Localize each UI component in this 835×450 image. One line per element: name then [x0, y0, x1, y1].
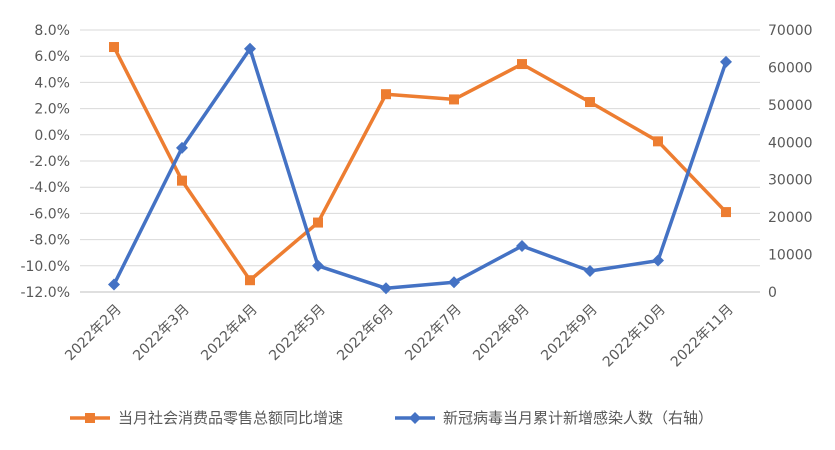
data-point — [448, 276, 460, 289]
left-tick-label: -12.0% — [20, 285, 70, 301]
legend-label: 新冠病毒当月累计新增感染人数（右轴） — [443, 409, 713, 427]
x-tick-label: 2022年3月 — [130, 302, 193, 365]
data-point — [516, 239, 528, 252]
legend: 当月社会消费品零售总额同比增速 新冠病毒当月累计新增感染人数（右轴） — [70, 409, 713, 427]
left-tick-label: -4.0% — [29, 180, 70, 196]
left-tick-label: 0.0% — [34, 128, 70, 144]
data-point — [380, 282, 392, 295]
right-tick-label: 70000 — [768, 23, 813, 39]
legend-marker — [85, 413, 95, 423]
x-tick-label: 2022年4月 — [198, 302, 261, 365]
x-tick-label: 2022年10月 — [600, 302, 669, 371]
data-point — [585, 97, 595, 108]
data-point — [108, 278, 120, 291]
right-tick-label: 20000 — [768, 210, 813, 226]
series-1 — [109, 42, 731, 286]
right-tick-label: 50000 — [768, 98, 813, 114]
right-tick-label: 60000 — [768, 60, 813, 76]
left-tick-label: 2.0% — [34, 102, 70, 118]
data-point — [381, 89, 391, 100]
left-axis-ticks: 8.0% 6.0% 4.0% 2.0% 0.0% -2.0% -4.0% -6.0% -8.0%… — [20, 23, 70, 301]
x-tick-label: 2022年9月 — [538, 302, 601, 365]
data-point — [245, 275, 255, 286]
right-tick-label: 0 — [768, 285, 777, 301]
legend-marker — [409, 412, 421, 424]
data-point — [653, 136, 663, 147]
data-point — [449, 94, 459, 105]
gridlines — [80, 29, 760, 293]
series-2 — [108, 42, 732, 295]
data-point — [652, 254, 664, 267]
left-tick-label: -6.0% — [29, 206, 70, 222]
right-tick-label: 10000 — [768, 248, 813, 264]
series-line — [112, 46, 728, 291]
x-tick-label: 2022年11月 — [668, 302, 737, 371]
left-tick-label: -8.0% — [29, 233, 70, 249]
x-axis-ticks: 2022年2月 2022年3月 2022年4月 2022年5月 2022年6月 2022年… — [62, 302, 737, 371]
legend-item-2: 新冠病毒当月累计新增感染人数（右轴） — [395, 409, 713, 427]
x-tick-label: 2022年8月 — [470, 302, 533, 365]
right-axis-ticks: 70000 60000 50000 40000 30000 20000 10000 0 — [768, 23, 813, 301]
data-point — [177, 175, 187, 186]
data-point — [720, 55, 732, 68]
left-tick-label: 8.0% — [34, 23, 70, 39]
left-tick-label: 6.0% — [34, 49, 70, 65]
data-point — [176, 141, 188, 154]
right-tick-label: 30000 — [768, 173, 813, 189]
series — [108, 42, 732, 295]
left-tick-label: -10.0% — [20, 259, 70, 275]
legend-label: 当月社会消费品零售总额同比增速 — [118, 409, 343, 427]
data-point — [313, 217, 323, 228]
x-tick-label: 2022年2月 — [62, 302, 125, 365]
legend-item-1: 当月社会消费品零售总额同比增速 — [70, 409, 343, 427]
data-point — [517, 59, 527, 70]
data-point — [584, 265, 596, 278]
x-tick-label: 2022年6月 — [334, 302, 397, 365]
data-point — [244, 42, 256, 55]
right-tick-label: 40000 — [768, 135, 813, 151]
data-point — [721, 207, 731, 218]
x-tick-label: 2022年5月 — [266, 302, 329, 365]
x-tick-label: 2022年7月 — [402, 302, 465, 365]
left-tick-label: -2.0% — [29, 154, 70, 170]
left-tick-label: 4.0% — [34, 75, 70, 91]
data-point — [312, 259, 324, 272]
data-point — [109, 42, 119, 53]
series-line — [112, 46, 728, 282]
